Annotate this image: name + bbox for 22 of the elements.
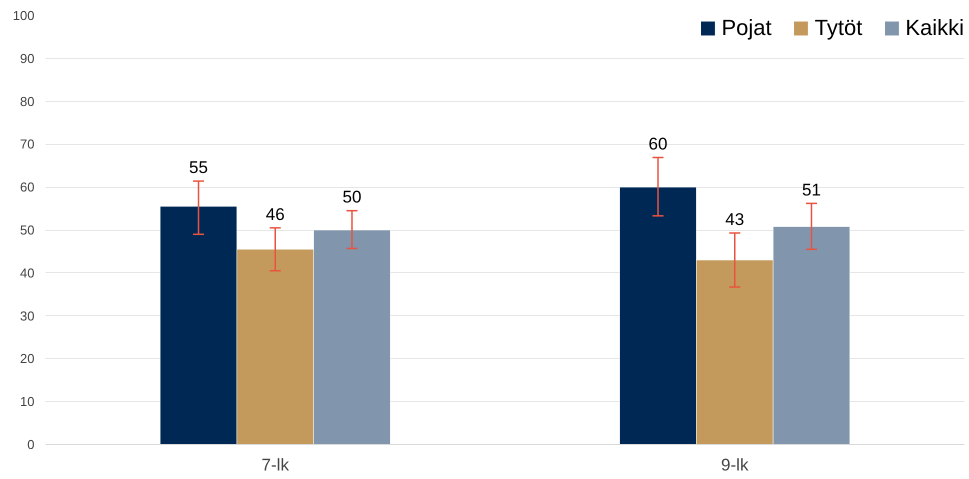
data-label: 50 — [342, 188, 362, 207]
y-tick-label: 30 — [20, 308, 35, 324]
y-tick-label: 100 — [12, 8, 35, 23]
legend-label: Kaikki — [905, 15, 964, 41]
y-tick-label: 90 — [20, 50, 35, 66]
data-label: 60 — [648, 134, 668, 154]
y-tick-label: 0 — [27, 437, 35, 452]
y-tick-label: 70 — [20, 136, 35, 152]
y-tick-label: 10 — [20, 394, 35, 410]
y-tick-label: 80 — [20, 94, 35, 109]
x-tick-label: 7-lk — [262, 456, 290, 474]
y-tick-label: 50 — [20, 222, 35, 238]
y-tick-label: 40 — [20, 265, 35, 280]
data-label: 51 — [802, 180, 821, 200]
data-label: 46 — [266, 204, 285, 224]
y-tick-label: 60 — [20, 180, 35, 195]
data-label: 43 — [725, 210, 744, 230]
data-label: 55 — [189, 158, 208, 178]
legend-label: Pojat — [721, 15, 772, 41]
y-tick-label: 20 — [20, 351, 35, 366]
x-tick-label: 9-lk — [721, 456, 749, 474]
legend-label: Tytöt — [814, 15, 862, 41]
